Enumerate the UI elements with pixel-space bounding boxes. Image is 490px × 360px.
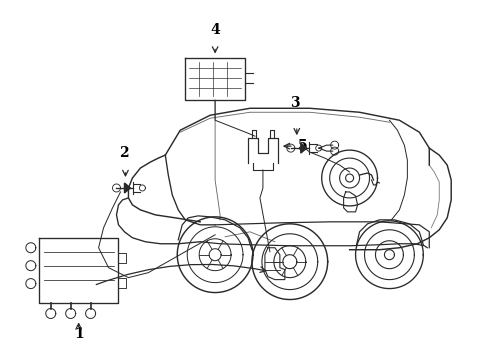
Polygon shape bbox=[331, 141, 339, 149]
Polygon shape bbox=[66, 309, 75, 319]
Polygon shape bbox=[322, 150, 377, 206]
Polygon shape bbox=[124, 183, 130, 193]
Polygon shape bbox=[331, 147, 339, 155]
Polygon shape bbox=[316, 145, 322, 151]
Polygon shape bbox=[177, 217, 253, 293]
Polygon shape bbox=[26, 279, 36, 289]
Polygon shape bbox=[356, 221, 423, 289]
Polygon shape bbox=[86, 309, 96, 319]
Polygon shape bbox=[287, 144, 295, 152]
Text: 3: 3 bbox=[290, 96, 299, 110]
Text: 5: 5 bbox=[298, 139, 307, 153]
Polygon shape bbox=[140, 185, 146, 191]
Polygon shape bbox=[26, 261, 36, 271]
Polygon shape bbox=[113, 184, 121, 192]
Polygon shape bbox=[252, 224, 328, 300]
Polygon shape bbox=[46, 309, 56, 319]
Polygon shape bbox=[301, 143, 307, 153]
Text: 4: 4 bbox=[210, 23, 220, 37]
Text: 1: 1 bbox=[74, 328, 83, 341]
Polygon shape bbox=[26, 243, 36, 253]
Text: 2: 2 bbox=[119, 146, 128, 160]
